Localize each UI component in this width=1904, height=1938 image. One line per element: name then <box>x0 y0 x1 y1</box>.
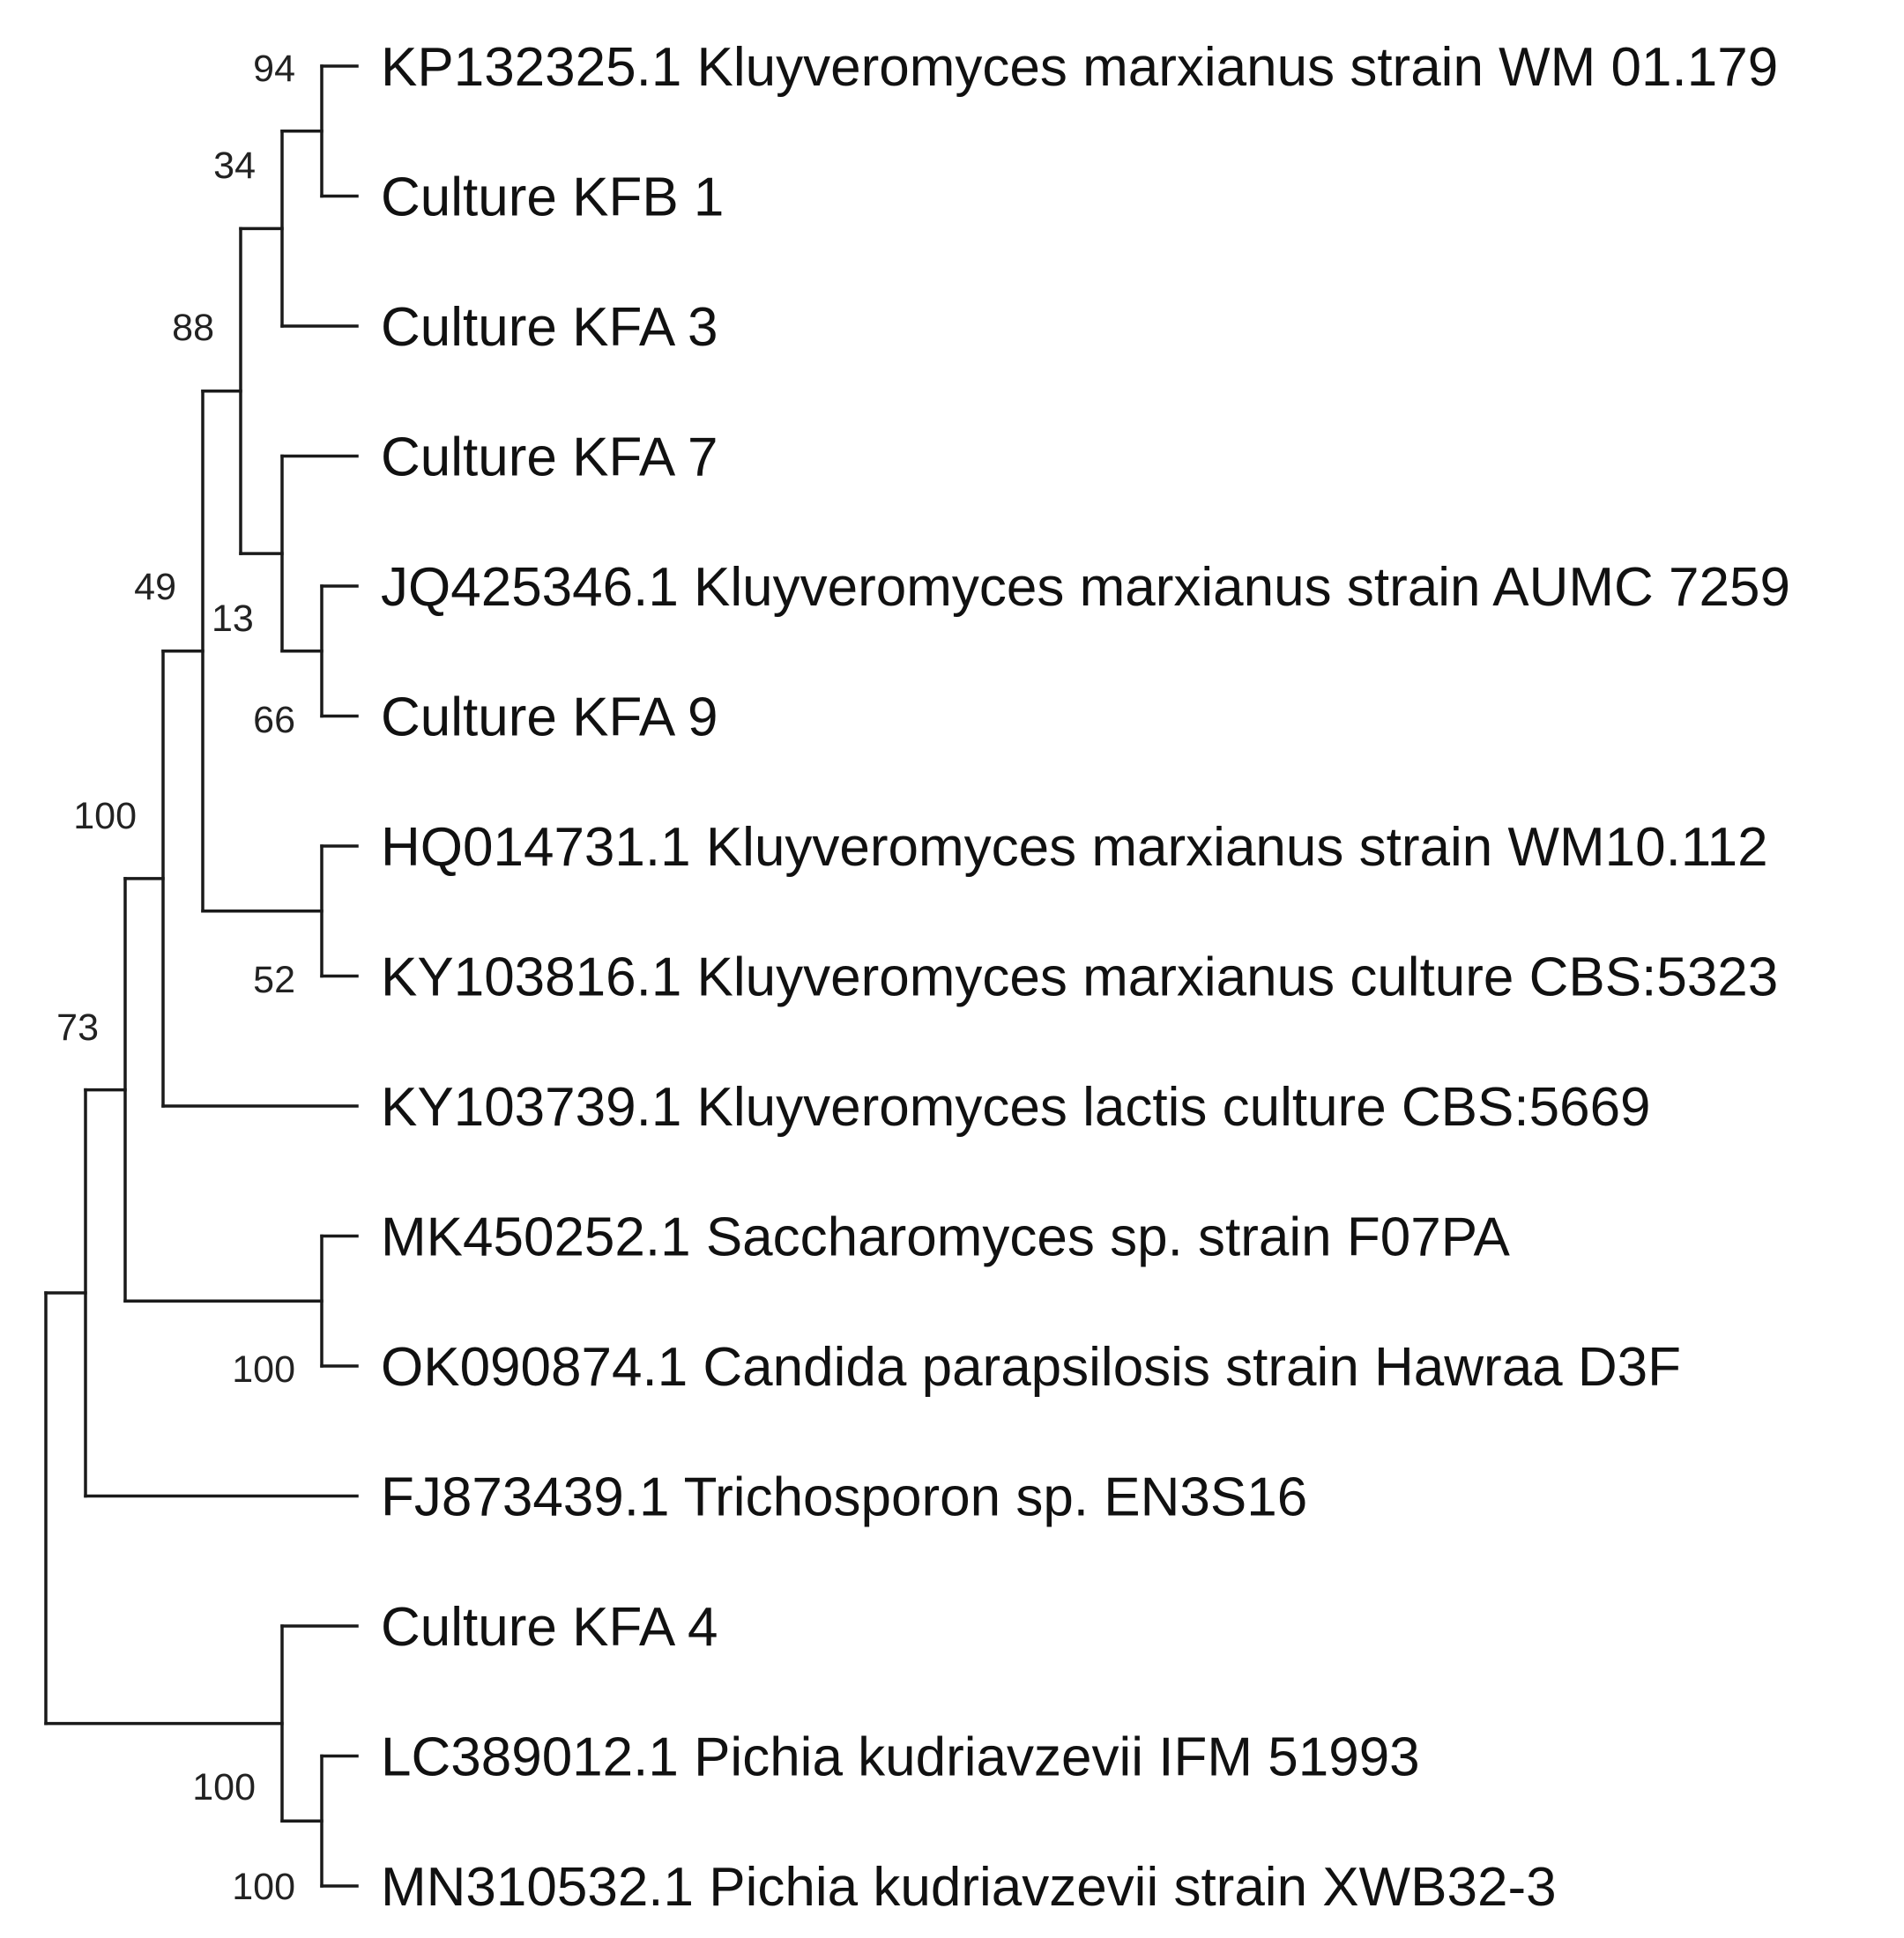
taxon-label: Culture KFA 9 <box>381 687 718 748</box>
taxon-label: Culture KFA 3 <box>381 297 718 358</box>
bootstrap-value-n7: 49 <box>134 566 176 608</box>
taxon-labels: KP132325.1 Kluyveromyces marxianus strai… <box>381 37 1790 1918</box>
bootstrap-value-n3: 66 <box>253 699 295 741</box>
taxon-label: OK090874.1 Candida parapsilosis strain H… <box>381 1337 1681 1398</box>
bootstrap-value-n2: 34 <box>213 145 256 187</box>
taxon-label: JQ425346.1 Kluyveromyces marxianus strai… <box>381 557 1790 618</box>
bootstrap-value-n9: 100 <box>232 1348 295 1391</box>
taxon-label: Culture KFA 4 <box>381 1597 718 1658</box>
taxon-label: Culture KFB 1 <box>381 167 724 228</box>
bootstrap-value-n6: 52 <box>253 959 295 1001</box>
taxon-label: MN310532.1 Pichia kudriavzevii strain XW… <box>381 1857 1557 1918</box>
bootstrap-value-n10: 73 <box>56 1006 99 1049</box>
taxon-label: LC389012.1 Pichia kudriavzevii IFM 51993 <box>381 1727 1420 1788</box>
bootstrap-value-n4: 13 <box>212 598 254 640</box>
taxon-label: KY103739.1 Kluyveromyces lactis culture … <box>381 1077 1651 1138</box>
bootstrap-value-n1: 94 <box>253 48 295 90</box>
tree-branches <box>44 64 359 1888</box>
taxon-label: HQ014731.1 Kluyveromyces marxianus strai… <box>381 817 1768 878</box>
bootstrap-values: 94 34 66 13 88 52 49 100 100 73 100 100 <box>56 48 295 1908</box>
taxon-label: Culture KFA 7 <box>381 427 718 488</box>
taxon-label: FJ873439.1 Trichosporon sp. EN3S16 <box>381 1467 1307 1528</box>
bootstrap-value-n12: 100 <box>232 1866 295 1908</box>
taxon-label: MK450252.1 Saccharomyces sp. strain F07P… <box>381 1207 1510 1268</box>
taxon-label: KY103816.1 Kluyveromyces marxianus cultu… <box>381 947 1778 1008</box>
taxon-label: KP132325.1 Kluyveromyces marxianus strai… <box>381 37 1778 98</box>
bootstrap-value-n8: 100 <box>73 795 137 837</box>
bootstrap-value-n13: 100 <box>192 1766 256 1808</box>
bootstrap-value-n5: 88 <box>172 307 214 349</box>
